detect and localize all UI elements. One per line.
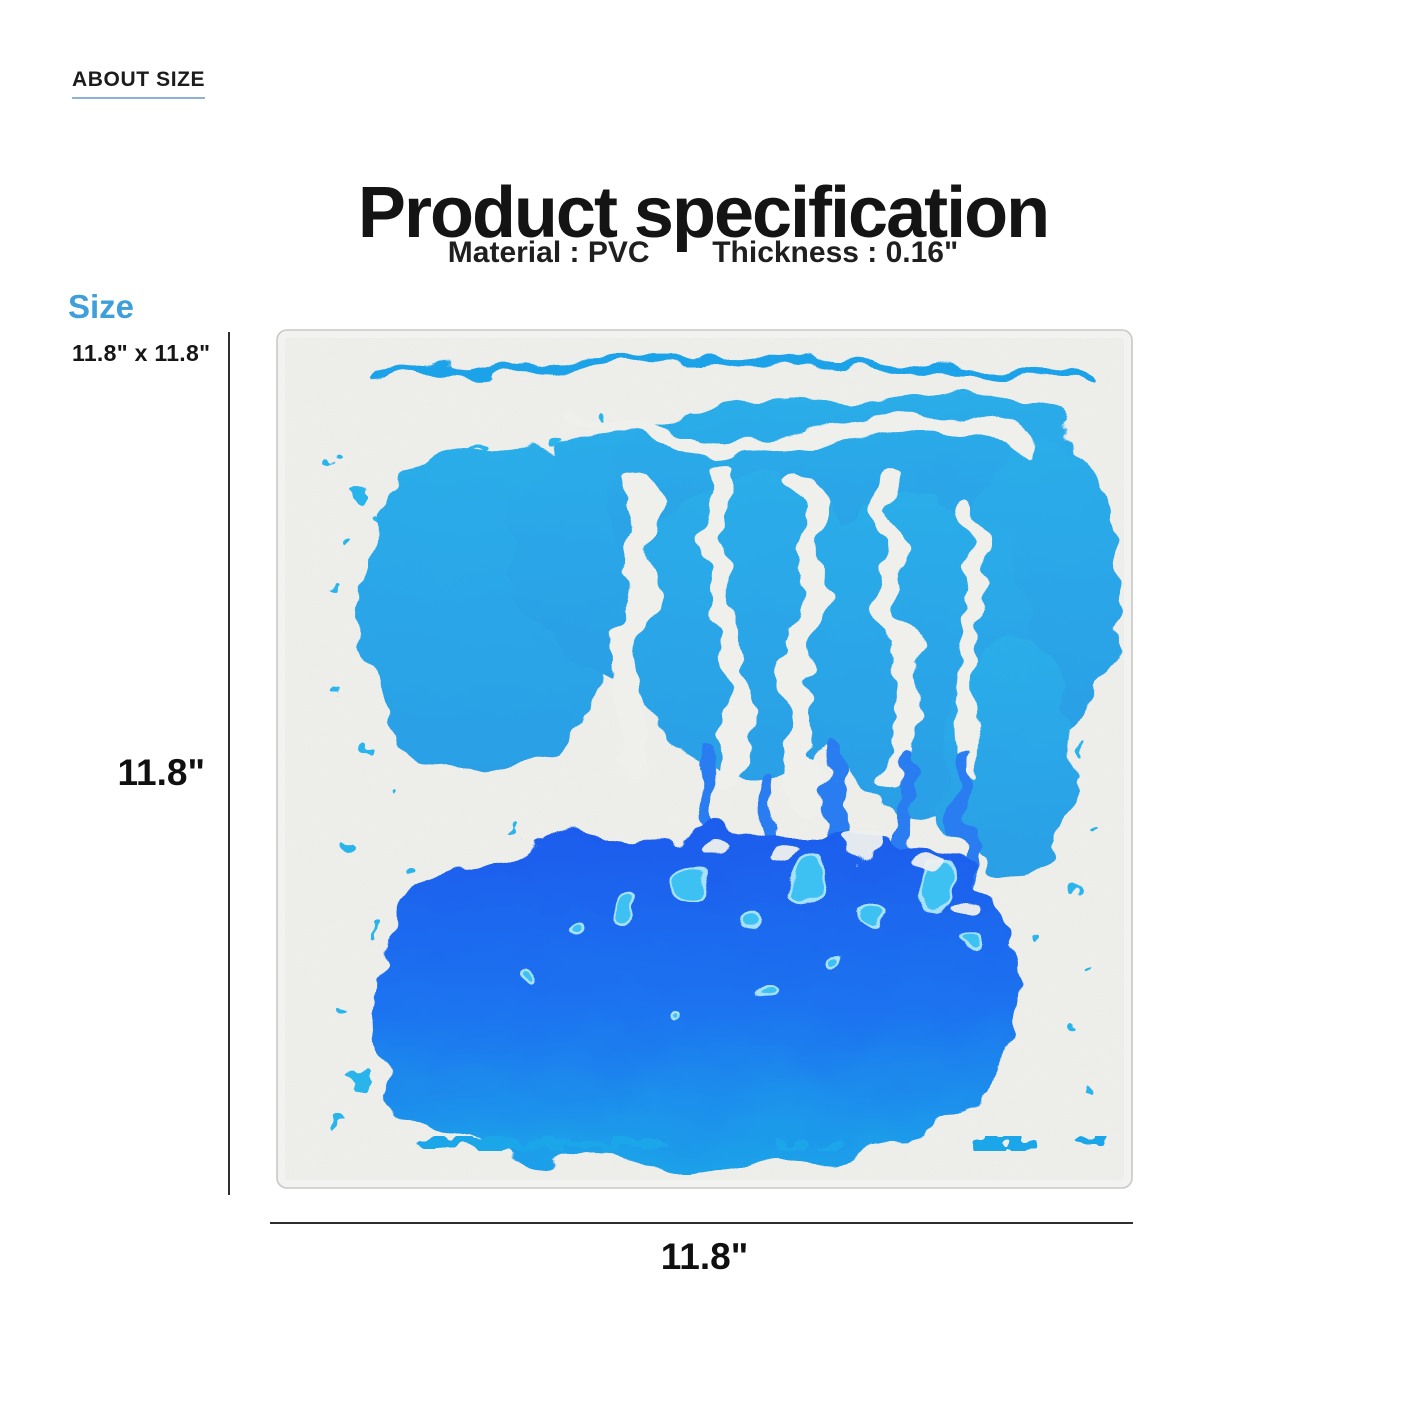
size-section-value: 11.8" x 11.8" bbox=[72, 340, 211, 366]
height-dimension-label: 11.8" bbox=[117, 752, 205, 793]
product-tile-image bbox=[276, 329, 1133, 1189]
page-title: Product specification bbox=[357, 173, 1050, 254]
bottom-liquid-dashes bbox=[416, 1134, 1107, 1153]
about-size-heading: ABOUT SIZE bbox=[72, 68, 206, 99]
material-thickness-line: Material : PVC Thickness : 0.16" bbox=[0, 236, 1406, 270]
liquid-tile-art bbox=[276, 329, 1133, 1189]
blue-pool bbox=[371, 829, 1020, 1163]
height-dimension-line bbox=[228, 332, 230, 1195]
thickness-spec: Thickness : 0.16" bbox=[712, 236, 959, 269]
width-dimension-label: 11.8" bbox=[660, 1236, 749, 1277]
size-section-label: Size bbox=[68, 288, 135, 325]
width-dimension-line bbox=[270, 1222, 1133, 1224]
cyan-splash-mass bbox=[360, 361, 1120, 877]
material-spec: Material : PVC bbox=[447, 236, 650, 269]
